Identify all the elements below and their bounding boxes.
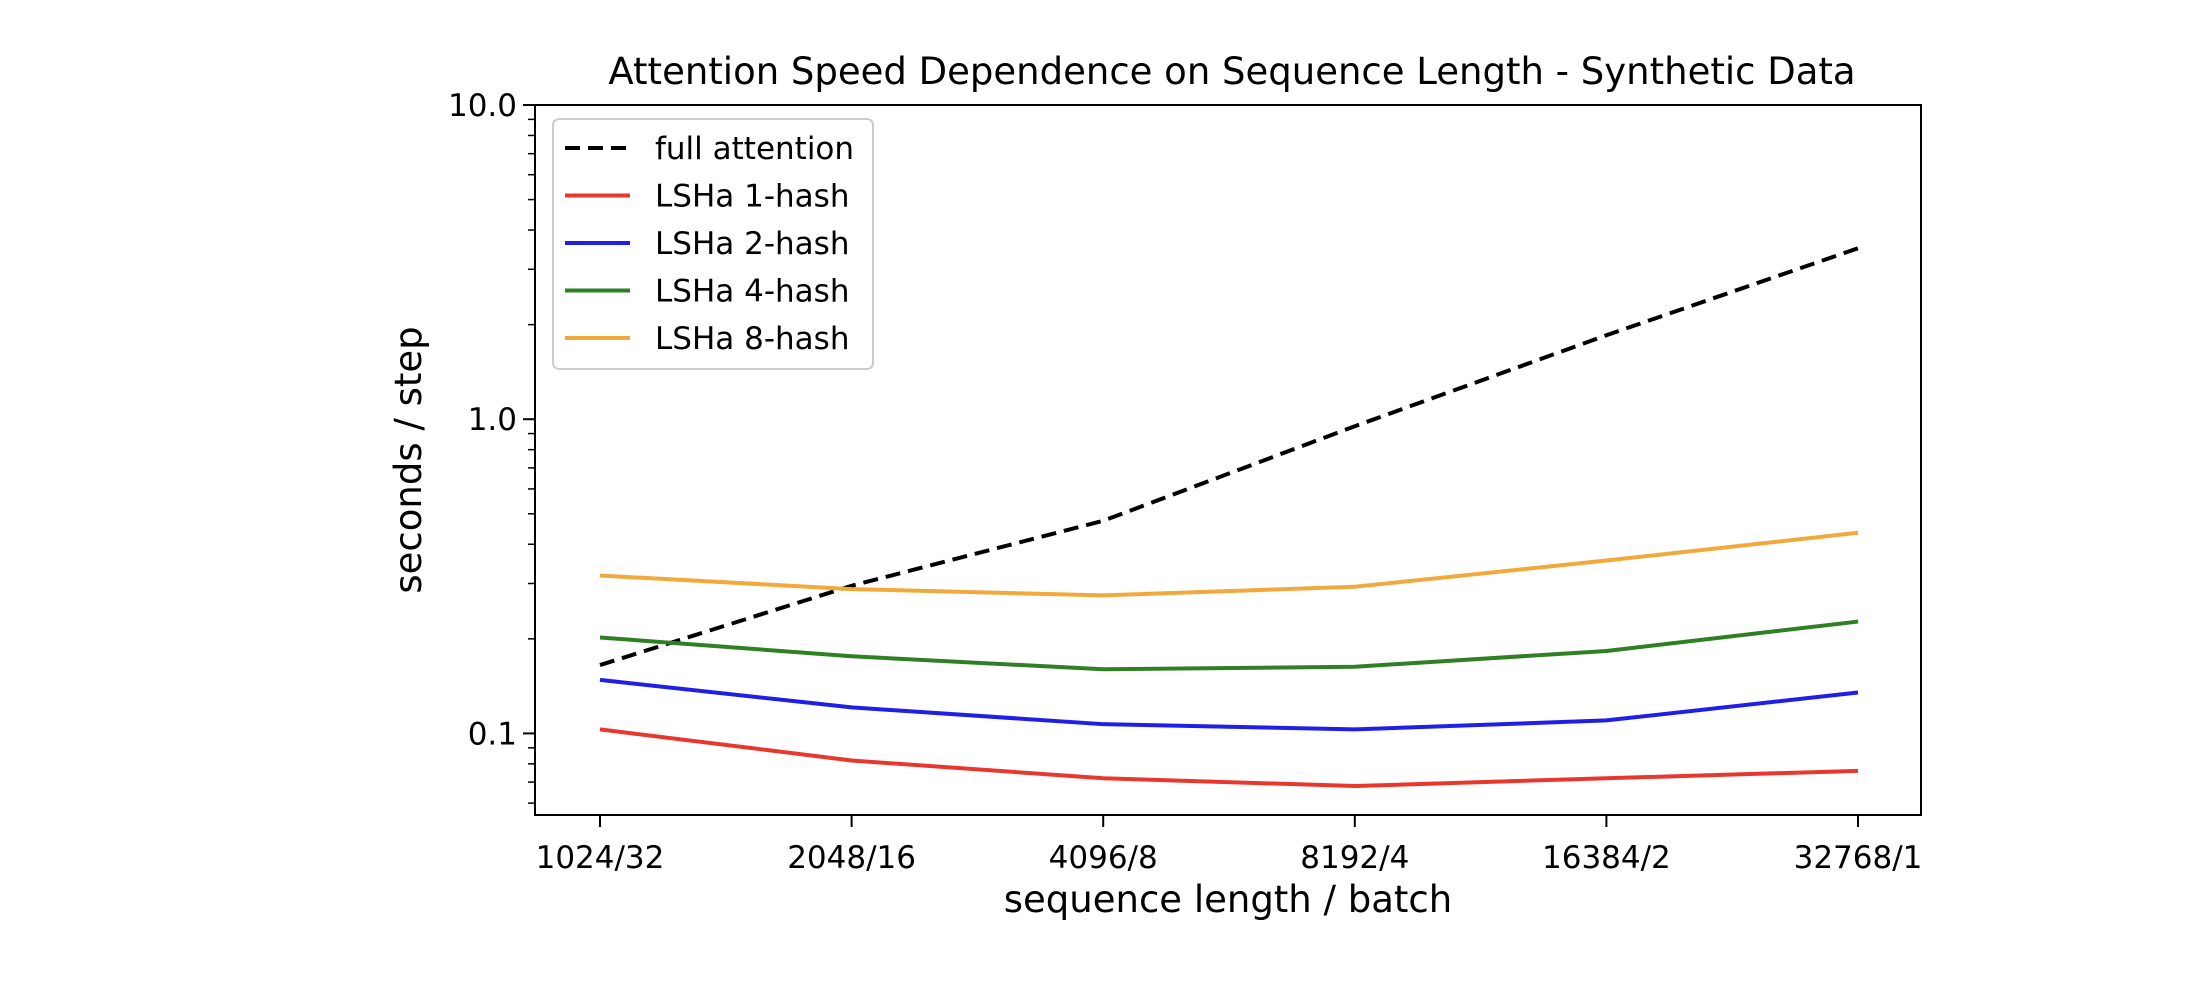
y-tick-label: 0.1 <box>468 716 517 752</box>
series-line-3 <box>599 677 1859 732</box>
chart-title: Attention Speed Dependence on Sequence L… <box>608 50 1855 93</box>
x-tick-label: 16384/2 <box>1542 840 1671 876</box>
legend-label: LSHa 2-hash <box>655 226 849 262</box>
x-tick-label: 8192/4 <box>1300 840 1409 876</box>
legend-box <box>552 118 874 370</box>
series-line-5 <box>599 530 1859 598</box>
legend-label: LSHa 4-hash <box>655 274 849 310</box>
legend-label: full attention <box>655 131 854 167</box>
legend-label: LSHa 1-hash <box>655 179 849 215</box>
x-tick-label: 1024/32 <box>536 840 665 876</box>
x-tick-label: 2048/16 <box>787 840 916 876</box>
y-tick-label: 1.0 <box>468 402 517 438</box>
series-line-4 <box>599 619 1859 672</box>
y-axis-label: seconds / step <box>387 326 430 593</box>
x-axis-label: sequence length / batch <box>1004 878 1452 921</box>
series-line-1 <box>599 246 1859 667</box>
plot-area: 0.1 1.0 10.0 1024/32 2048/16 4096/8 8192/4 1638… <box>448 88 1922 876</box>
y-tick-label: 10.0 <box>448 88 517 124</box>
x-tick-label: 4096/8 <box>1049 840 1158 876</box>
legend: full attention LSHa 1-hash LSHa 2-hash LSHa… <box>552 118 874 370</box>
x-tick-label: 32768/1 <box>1794 840 1923 876</box>
series-line-2 <box>599 727 1859 789</box>
plot-frame <box>534 104 1922 816</box>
legend-label: LSHa 8-hash <box>655 321 849 357</box>
